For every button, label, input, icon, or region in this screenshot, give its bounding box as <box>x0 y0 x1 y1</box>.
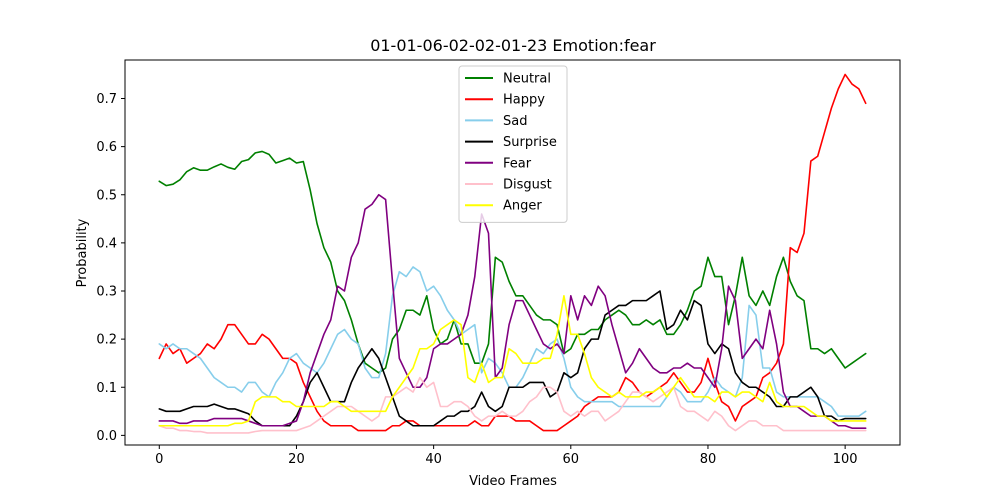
plot-frame <box>124 59 901 446</box>
legend-label-happy: Happy <box>503 93 545 108</box>
y-tick-label: 0.5 <box>96 188 117 203</box>
legend: Neutral Happy Sad Surprise Fear Disgust Anger <box>458 65 568 223</box>
y-tick-label: 0.7 <box>96 92 117 107</box>
y-tick-label: 0.1 <box>96 381 117 396</box>
y-axis-ticks: 0.0 0.1 0.2 0.3 0.4 0.5 0.6 0.7 <box>96 92 125 444</box>
x-tick-label: 0 <box>155 452 163 467</box>
y-tick-label: 0.3 <box>96 285 117 300</box>
legend-label-fear: Fear <box>503 156 532 171</box>
y-tick-label: 0.6 <box>96 140 117 155</box>
series-line-neutral <box>158 150 867 374</box>
x-tick-label: 60 <box>563 452 580 467</box>
legend-label-neutral: Neutral <box>503 72 551 87</box>
series-layer <box>158 73 867 434</box>
series-line-happy <box>158 73 867 432</box>
legend-label-sad: Sad <box>503 114 527 129</box>
legend-label-surprise: Surprise <box>503 135 557 150</box>
x-axis-ticks: 0 20 40 60 80 100 <box>155 445 858 467</box>
x-tick-label: 100 <box>833 452 858 467</box>
chart-title: 01-01-06-02-02-01-23 Emotion:fear <box>370 36 656 55</box>
series-line-anger <box>158 295 867 427</box>
y-axis-label: Probability <box>75 218 90 287</box>
y-tick-label: 0.4 <box>96 236 117 251</box>
series-line-fear <box>158 193 867 429</box>
plot-area <box>124 59 901 446</box>
y-tick-label: 0.0 <box>96 429 117 444</box>
series-line-disgust <box>158 376 867 434</box>
x-tick-label: 80 <box>700 452 717 467</box>
legend-label-disgust: Disgust <box>503 178 552 193</box>
x-tick-label: 40 <box>425 452 442 467</box>
legend-label-anger: Anger <box>503 199 542 214</box>
y-tick-label: 0.2 <box>96 333 117 348</box>
x-axis-label: Video Frames <box>469 474 557 489</box>
x-tick-label: 20 <box>288 452 305 467</box>
